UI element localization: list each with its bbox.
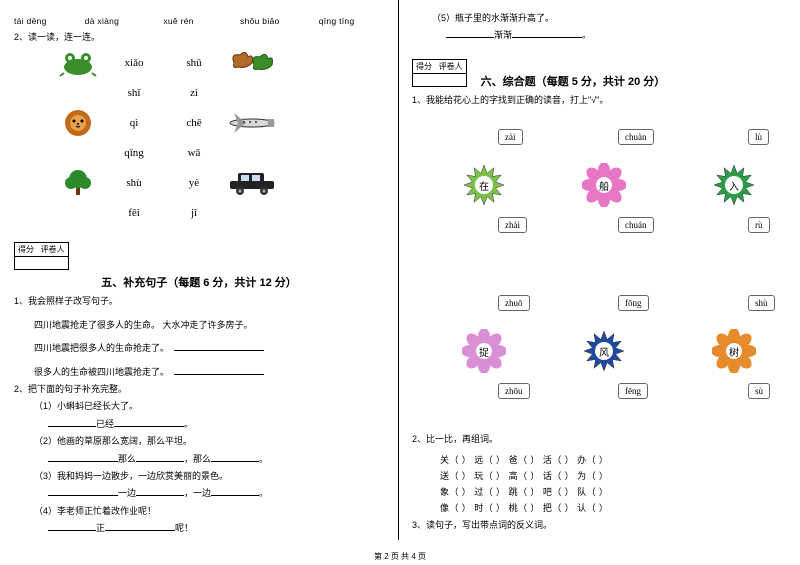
py-l-0: xiǎo bbox=[104, 57, 164, 69]
frog-icon bbox=[58, 49, 104, 77]
q2-item-4: （4）李老师正忙着改作业呢！ bbox=[14, 504, 384, 518]
pinyin-option[interactable]: zài bbox=[498, 129, 523, 145]
r-q1-title: 1、我能给花心上的字找到正确的读音，打上"√"。 bbox=[412, 93, 786, 107]
flower-area-bottom: 捉 zhuō zhōu 风 fōng fēng 树 shù sù bbox=[412, 279, 786, 429]
flower-area-top: 在 zài zhài 船 chuàn chuán 入 lù rù bbox=[412, 113, 786, 273]
q1-line-3: 很多人的生命被四川地震抢走了。 bbox=[14, 365, 384, 379]
bici-row: 关（ ） 远（ ） 爸（ ） 活（ ） 办（ ） bbox=[440, 453, 786, 466]
pinyin-3: xuě rén bbox=[163, 16, 237, 26]
pinyin-4: shǒu biǎo bbox=[240, 16, 316, 26]
q2-item-1: （1）小蝌蚪已经长大了。 bbox=[14, 399, 384, 413]
pinyin-row: tái dēng dà xiàng xuě rén shǒu biǎo qīng… bbox=[14, 16, 384, 26]
q2-item-2: （2）他画的草原那么宽阔，那么平坦。 bbox=[14, 434, 384, 448]
q1-title: 1、我会照样子改写句子。 bbox=[14, 294, 384, 308]
plane-icon bbox=[224, 109, 286, 137]
section6-title: 六、综合题（每题 5 分，共计 20 分） bbox=[481, 73, 666, 89]
tree-icon bbox=[58, 169, 104, 197]
pinyin-option[interactable]: zhài bbox=[498, 217, 527, 233]
score-label: 得分 bbox=[18, 245, 34, 254]
leaves-icon bbox=[224, 49, 286, 77]
q1-line-2: 四川地震把很多人的生命抢走了。 bbox=[14, 341, 384, 355]
pinyin-2: dà xiàng bbox=[85, 16, 161, 26]
flower-船: 船 bbox=[582, 163, 626, 207]
py-l-1: shī bbox=[104, 87, 164, 99]
lion-icon bbox=[58, 109, 104, 137]
bici-row: 送（ ） 玩（ ） 高（ ） 话（ ） 为（ ） bbox=[440, 469, 786, 482]
pinyin-option[interactable]: sù bbox=[748, 383, 770, 399]
flower-入: 入 bbox=[712, 163, 756, 207]
q2-blank-1: 已经。 bbox=[14, 417, 384, 431]
pinyin-option[interactable]: lù bbox=[748, 129, 769, 145]
py-r-2: chē bbox=[164, 117, 224, 129]
score-box-r: 得分 评卷人 bbox=[412, 59, 467, 87]
r-q3-title: 3、读句子，写出带点词的反义词。 bbox=[412, 518, 786, 532]
pinyin-1: tái dēng bbox=[14, 16, 82, 26]
pinyin-option[interactable]: shù bbox=[748, 295, 775, 311]
q5-text: （5）瓶子里的水渐渐升高了。 bbox=[412, 11, 786, 25]
left-column: tái dēng dà xiàng xuě rén shǒu biǎo qīng… bbox=[0, 0, 398, 545]
pinyin-option[interactable]: zhuō bbox=[498, 295, 530, 311]
pinyin-option[interactable]: fōng bbox=[618, 295, 649, 311]
grader-label-r: 评卷人 bbox=[439, 62, 463, 71]
pinyin-5: qīng tíng bbox=[319, 16, 355, 26]
bici-row: 象（ ） 过（ ） 跳（ ） 吧（ ） 队（ ） bbox=[440, 485, 786, 498]
bici-block: 关（ ） 远（ ） 爸（ ） 活（ ） 办（ ） 送（ ） 玩（ ） 高（ ） 话… bbox=[412, 453, 786, 514]
section5-title: 五、补充句子（每题 6 分，共计 12 分） bbox=[14, 274, 384, 290]
q2-title: 2、把下面的句子补充完整。 bbox=[14, 382, 384, 396]
py-l-4: shù bbox=[104, 177, 164, 189]
py-r-3: wā bbox=[164, 147, 224, 159]
py-r-5: jī bbox=[164, 207, 224, 219]
pinyin-option[interactable]: rù bbox=[748, 217, 770, 233]
py-r-4: yè bbox=[164, 177, 224, 189]
match-grid: xiǎo shǔ shī zi qì chē qīng wā bbox=[58, 48, 384, 228]
pinyin-option[interactable]: chuán bbox=[618, 217, 654, 233]
q2-blank-3: 一边，一边。 bbox=[14, 486, 384, 500]
py-l-5: fēi bbox=[104, 207, 164, 219]
q5-blank: 渐渐。 bbox=[412, 28, 786, 42]
car-icon bbox=[224, 169, 286, 197]
flower-树: 树 bbox=[712, 329, 756, 373]
score-box: 得分 评卷人 bbox=[14, 242, 69, 270]
grader-label: 评卷人 bbox=[41, 245, 65, 254]
flower-捉: 捉 bbox=[462, 329, 506, 373]
page-footer: 第 2 页 共 4 页 bbox=[0, 551, 800, 562]
flower-风: 风 bbox=[582, 329, 626, 373]
py-l-2: qì bbox=[104, 117, 164, 129]
r-q2-title: 2、比一比，再组词。 bbox=[412, 432, 786, 446]
right-column: （5）瓶子里的水渐渐升高了。 渐渐。 得分 评卷人 六、综合题（每题 5 分，共… bbox=[398, 0, 800, 545]
pinyin-option[interactable]: fēng bbox=[618, 383, 648, 399]
py-r-1: zi bbox=[164, 87, 224, 99]
q2-blank-2: 那么，那么。 bbox=[14, 452, 384, 466]
py-r-0: shǔ bbox=[164, 57, 224, 69]
bici-row: 像（ ） 时（ ） 桃（ ） 把（ ） 认（ ） bbox=[440, 501, 786, 514]
q2-blank-4: 正呢！ bbox=[14, 521, 384, 535]
q2-item-3: （3）我和妈妈一边散步，一边欣赏美丽的景色。 bbox=[14, 469, 384, 483]
pinyin-option[interactable]: chuàn bbox=[618, 129, 654, 145]
score-label-r: 得分 bbox=[416, 62, 432, 71]
py-l-3: qīng bbox=[104, 147, 164, 159]
q1-line-1: 四川地震抢走了很多人的生命。 大水冲走了许多房子。 bbox=[14, 318, 384, 332]
pinyin-option[interactable]: zhōu bbox=[498, 383, 530, 399]
flower-在: 在 bbox=[462, 163, 506, 207]
q2-header: 2、读一读，连一连。 bbox=[14, 30, 384, 44]
